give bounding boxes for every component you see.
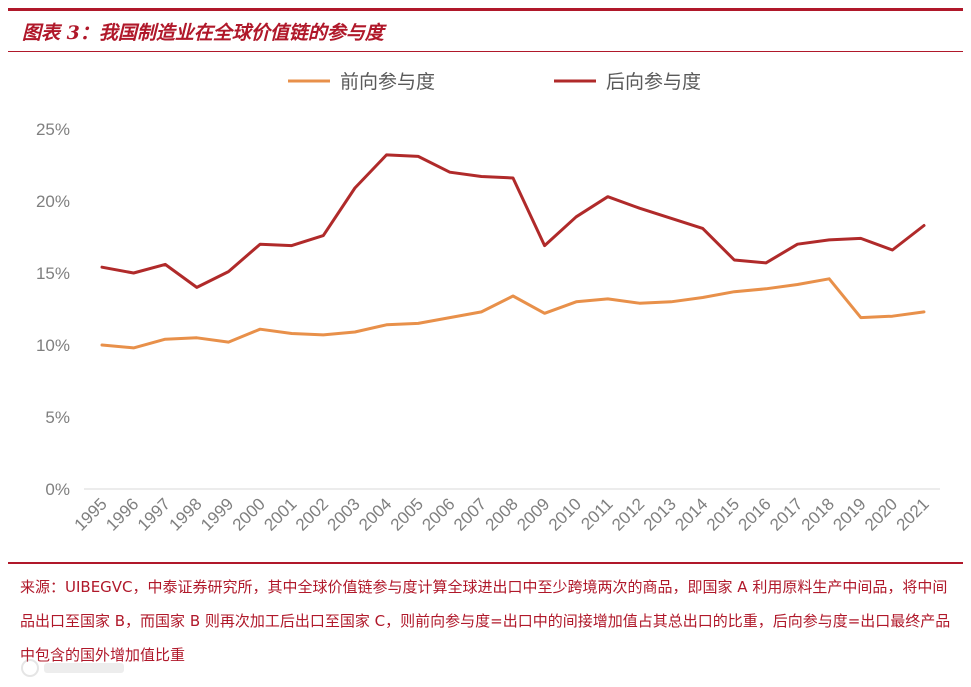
legend-label: 后向参与度 [606, 71, 701, 93]
x-tick-label: 2004 [355, 494, 395, 534]
line-chart: 前向参与度 后向参与度 0% 5% 10% 15% 20% 25% 199519961997… [36, 71, 940, 535]
x-tick-label: 2010 [545, 494, 585, 534]
x-tick-label: 2017 [766, 494, 806, 534]
series-line-forward [100, 277, 926, 350]
x-tick-label: 2002 [292, 494, 332, 534]
y-tick-label: 20% [36, 192, 70, 211]
x-tick-label: 1997 [134, 494, 174, 534]
x-tick-label: 2003 [324, 494, 364, 534]
x-tick-label: 2000 [229, 494, 269, 534]
source-rule [8, 562, 963, 564]
y-tick-label: 25% [36, 120, 70, 139]
series-layer [100, 153, 926, 350]
x-tick-label: 2005 [387, 494, 427, 534]
x-tick-label: 2016 [735, 494, 775, 534]
x-tick-label: 1995 [71, 494, 111, 534]
series-line-backward [100, 153, 926, 289]
source-note: 来源：UIBEGVC，中泰证券研究所，其中全球价值链参与度计算全球进出口中至少跨… [20, 578, 951, 664]
x-tick-label: 2014 [671, 494, 711, 534]
x-tick-label: 2013 [640, 494, 680, 534]
y-tick-label: 0% [45, 480, 70, 499]
x-tick-label: 2009 [513, 494, 553, 534]
x-tick-label: 1999 [197, 494, 237, 534]
x-tick-label: 2020 [861, 494, 901, 534]
header-bottom-rule [8, 51, 963, 52]
x-tick-label: 2019 [829, 494, 869, 534]
x-tick-label: 2007 [450, 494, 490, 534]
header-top-rule [8, 8, 963, 11]
legend: 前向参与度 后向参与度 [288, 71, 701, 93]
x-tick-label: 2012 [608, 494, 648, 534]
x-axis: 1995199619971998199920002001200220032004… [71, 488, 940, 535]
x-tick-label: 2006 [418, 494, 458, 534]
x-tick-label: 1998 [165, 494, 205, 534]
x-tick-label: 1996 [102, 494, 142, 534]
x-tick-label: 2001 [260, 494, 300, 534]
y-tick-label: 15% [36, 264, 70, 283]
x-tick-label: 2018 [798, 494, 838, 534]
x-tick-label: 2011 [577, 494, 616, 533]
x-tick-label: 2008 [482, 494, 522, 534]
figure-title: 图表 3：我国制造业在全球价值链的参与度 [22, 22, 384, 44]
y-tick-label: 10% [36, 336, 70, 355]
y-tick-label: 5% [45, 408, 70, 427]
x-tick-label: 2021 [893, 494, 933, 534]
y-axis: 0% 5% 10% 15% 20% 25% [36, 120, 70, 499]
legend-label: 前向参与度 [340, 71, 435, 93]
watermark-logo [21, 659, 124, 677]
x-tick-label: 2015 [703, 494, 743, 534]
